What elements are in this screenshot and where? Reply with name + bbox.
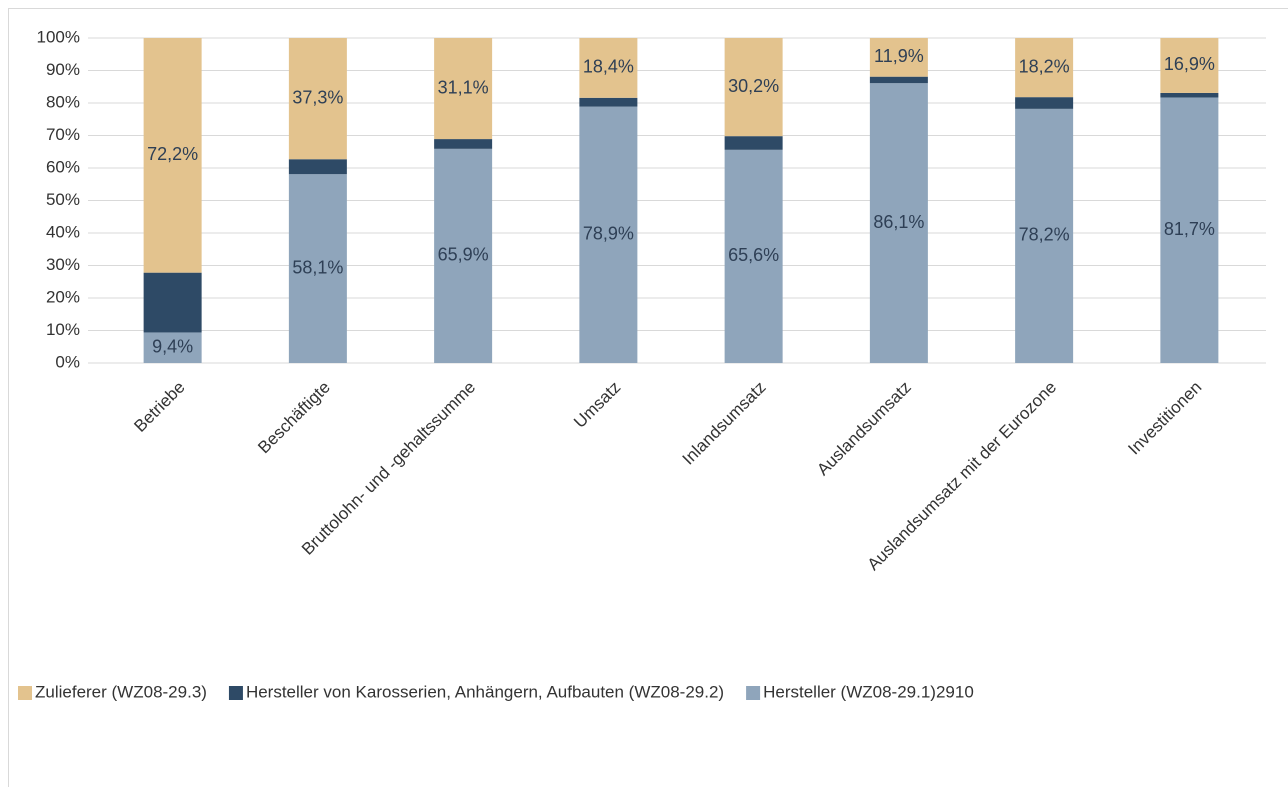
- bar-segment: [143, 272, 202, 333]
- bar-segment: [724, 149, 783, 363]
- bar-segment: [579, 97, 638, 107]
- data-label: 9,4%: [152, 336, 193, 356]
- bar-segment: [869, 83, 928, 364]
- bar-segment: [1160, 38, 1219, 93]
- y-tick-label: 100%: [37, 27, 80, 46]
- y-tick-label: 10%: [46, 320, 80, 339]
- data-label: 11,9%: [874, 46, 924, 66]
- y-tick-label: 40%: [46, 222, 80, 241]
- data-label: 78,2%: [1019, 225, 1070, 245]
- y-tick-label: 0%: [55, 352, 80, 371]
- y-tick-label: 50%: [46, 190, 80, 209]
- bar-segment: [869, 38, 928, 77]
- bar-segment: [869, 76, 928, 84]
- y-tick-label: 60%: [46, 157, 80, 176]
- bar-segment: [1015, 38, 1074, 98]
- y-tick-label: 90%: [46, 60, 80, 79]
- bar-segment: [579, 38, 638, 98]
- bar-segment: [288, 174, 347, 363]
- bar-segment: [434, 148, 493, 363]
- bar-segment: [1015, 97, 1074, 109]
- legend-swatch: [228, 686, 243, 700]
- data-label: 30,2%: [728, 76, 779, 96]
- data-label: 65,6%: [728, 245, 779, 265]
- bar-segment: [1160, 97, 1219, 363]
- bar-segment: [724, 136, 783, 150]
- legend-swatch: [746, 686, 761, 700]
- x-tick-label: Umsatz: [570, 378, 624, 432]
- bar-segment: [724, 38, 783, 137]
- data-label: 86,1%: [873, 212, 924, 232]
- bar-segment: [288, 38, 347, 160]
- legend-swatch: [18, 686, 32, 700]
- chart-border: [8, 8, 1288, 787]
- bar-segment: [143, 38, 202, 273]
- data-label: 16,9%: [1164, 54, 1215, 74]
- y-tick-label: 70%: [46, 125, 80, 144]
- data-label: 72,2%: [147, 144, 198, 164]
- legend-label: Zulieferer (WZ08-29.3): [35, 682, 207, 701]
- x-tick-label: Auslandsumsatz: [813, 378, 915, 480]
- data-label: 37,3%: [292, 87, 343, 107]
- bar-segment: [434, 38, 493, 140]
- data-label: 58,1%: [292, 257, 343, 277]
- y-tick-label: 20%: [46, 287, 80, 306]
- x-tick-label: Betriebe: [130, 378, 188, 436]
- bar-segment: [434, 139, 493, 149]
- bar-segment: [579, 106, 638, 363]
- data-label: 65,9%: [438, 245, 489, 265]
- data-label: 78,9%: [583, 224, 634, 244]
- x-tick-label: Inlandsumsatz: [679, 378, 770, 469]
- bar-segment: [143, 332, 202, 363]
- x-tick-label: Investitionen: [1124, 378, 1205, 459]
- data-label: 18,2%: [1019, 56, 1070, 76]
- x-tick-label: Bruttolohn- und -gehaltssumme: [298, 378, 479, 559]
- legend-label: Hersteller von Karosserien, Anhängern, A…: [246, 682, 724, 701]
- x-tick-label: Beschäftigte: [254, 378, 334, 458]
- data-label: 31,1%: [438, 77, 489, 97]
- bar-segment: [1160, 92, 1219, 98]
- bar-segment: [288, 159, 347, 175]
- bar-segment: [1015, 108, 1074, 363]
- data-label: 18,4%: [583, 57, 634, 77]
- y-tick-label: 80%: [46, 92, 80, 111]
- legend-label: Hersteller (WZ08-29.1)2910: [763, 682, 974, 701]
- y-tick-label: 30%: [46, 255, 80, 274]
- data-label: 81,7%: [1164, 219, 1215, 239]
